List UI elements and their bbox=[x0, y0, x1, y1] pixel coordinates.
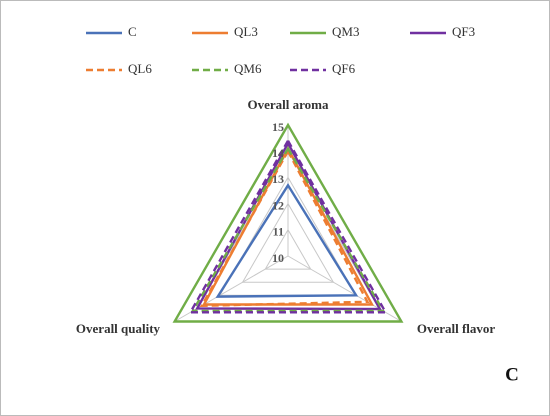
legend-label: QF3 bbox=[452, 24, 475, 39]
legend-label: QF6 bbox=[332, 61, 356, 76]
series-line bbox=[215, 183, 359, 298]
y-tick-label: 10 bbox=[272, 251, 284, 265]
y-tick-label: 12 bbox=[272, 198, 284, 212]
y-tick-label: 11 bbox=[273, 225, 284, 239]
legend-label: QL6 bbox=[128, 61, 152, 76]
legend-label: QM3 bbox=[332, 24, 359, 39]
y-tick-label: 15 bbox=[272, 120, 284, 134]
panel-label: C bbox=[505, 364, 519, 385]
axis-label: Overall aroma bbox=[248, 97, 329, 112]
axis-label: Overall flavor bbox=[417, 321, 496, 336]
legend-label: QM6 bbox=[234, 61, 262, 76]
series-line bbox=[199, 148, 370, 308]
grid-line bbox=[264, 228, 312, 270]
series-line bbox=[190, 146, 386, 313]
grid-line bbox=[241, 202, 335, 283]
y-tick-label: 14 bbox=[272, 146, 284, 160]
series-line bbox=[172, 122, 404, 323]
axis-label: Overall quality bbox=[76, 321, 161, 336]
legend-label: QL3 bbox=[234, 24, 258, 39]
y-tick-label: 13 bbox=[272, 172, 284, 186]
legend-label: C bbox=[128, 24, 137, 39]
series-line bbox=[201, 146, 375, 306]
